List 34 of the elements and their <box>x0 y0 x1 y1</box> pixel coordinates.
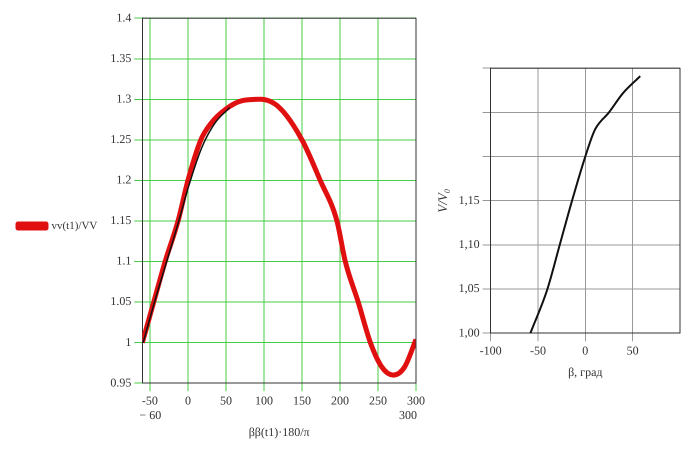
y-tick-label: 1 <box>125 334 132 349</box>
y-tick-label: 1.2 <box>116 172 132 187</box>
x-tick-label: 150 <box>292 394 311 408</box>
y-tick-label: 1.1 <box>116 254 132 268</box>
y-tick-label: 1.3 <box>116 91 132 106</box>
x-tick-label: 300 <box>407 394 425 408</box>
x-tick-label: 250 <box>368 394 387 408</box>
x-tick-label: 0 <box>582 344 588 358</box>
text: − 60 <box>139 408 162 422</box>
x-tick-label: 100 <box>254 394 273 408</box>
x-axis-title: β, град <box>568 364 603 379</box>
legend-label: vv(t1)/VV <box>52 220 98 232</box>
y-tick-label: 1.4 <box>116 10 132 24</box>
y-tick-label: 1,05 <box>458 281 480 296</box>
y-tick-label: 1,15 <box>458 192 480 207</box>
y-tick-label: 1.25 <box>110 132 132 146</box>
x-axis-title: ββ(t1)·180/π <box>248 424 310 439</box>
x-tick-label: 50 <box>626 344 639 358</box>
y-tick-label: 1.15 <box>110 213 132 228</box>
y-tick-label: 1,10 <box>458 237 480 252</box>
x-tick-label: 200 <box>330 394 349 408</box>
text: 300 <box>399 408 417 422</box>
y-tick-label: 1,00 <box>458 325 480 340</box>
line-series <box>142 106 230 344</box>
y-tick-label: 0.95 <box>110 375 132 390</box>
x-tick-label: 0 <box>184 394 191 408</box>
x-tick-label: -50 <box>530 344 546 358</box>
y-tick-label: 1.35 <box>110 50 132 65</box>
x-tick-label: -50 <box>142 394 158 408</box>
line-series <box>529 75 642 334</box>
y-axis-title: V/V₀ <box>435 188 450 213</box>
x-tick-label: 50 <box>220 394 232 408</box>
x-tick-label: -100 <box>480 344 502 358</box>
y-tick-label: 1.05 <box>110 294 132 308</box>
